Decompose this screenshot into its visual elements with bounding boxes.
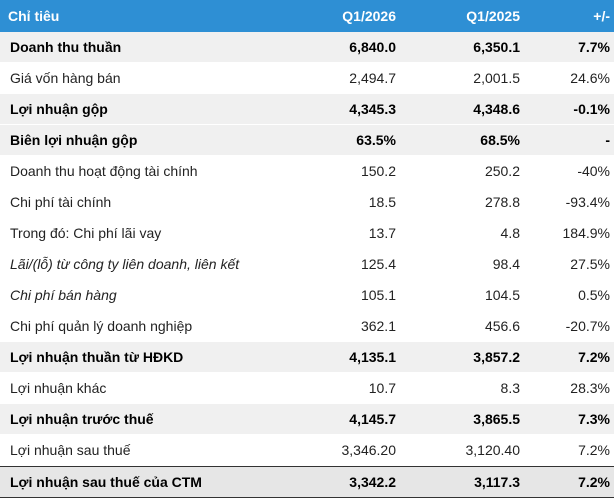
row-label: Giá vốn hàng bán [10,70,121,86]
row-q1-2025: 3,120.40 [465,442,521,458]
row-q1-2026: 13.7 [368,225,396,241]
row-q1-2026: 4,345.3 [349,101,396,117]
row-q1-2025: 4.8 [500,225,520,241]
table-row: Lợi nhuận sau thuế 3,346.20 3,120.40 7.2… [0,435,614,466]
table-row-total: Lợi nhuận sau thuế của CTM 3,342.2 3,117… [0,466,614,498]
row-label: Lợi nhuận khác [10,380,107,396]
row-label: Lợi nhuận thuần từ HĐKD [10,349,184,365]
header-q1-2026: Q1/2026 [342,8,396,24]
table-row: Biên lợi nhuận gộp 63.5% 68.5% - [0,125,614,156]
row-q1-2025: 4,348.6 [473,101,520,117]
row-q1-2026: 362.1 [360,318,396,334]
row-change: 7.2% [578,349,610,365]
row-q1-2026: 150.2 [360,163,396,179]
row-label: Doanh thu thuần [10,39,122,55]
row-change: 7.3% [578,411,610,427]
table-row: Trong đó: Chi phí lãi vay 13.7 4.8 184.9… [0,218,614,249]
row-q1-2026: 4,145.7 [349,411,396,427]
row-q1-2026: 3,342.2 [349,474,396,490]
header-indicator: Chỉ tiêu [8,8,60,24]
table-row: Chi phí bán hàng 105.1 104.5 0.5% [0,280,614,311]
row-q1-2025: 456.6 [484,318,520,334]
table-row: Chi phí quản lý doanh nghiệp 362.1 456.6… [0,311,614,342]
table-row: Lợi nhuận thuần từ HĐKD 4,135.1 3,857.2 … [0,342,614,373]
row-q1-2025: 3,117.3 [474,474,520,490]
row-change: 28.3% [570,380,610,396]
row-q1-2026: 4,135.1 [349,349,396,365]
row-q1-2025: 250.2 [484,163,520,179]
row-label: Biên lợi nhuận gộp [10,132,138,148]
table-row: Giá vốn hàng bán 2,494.7 2,001.5 24.6% [0,63,614,94]
row-label: Lãi/(lỗ) từ công ty liên doanh, liên kết [10,256,240,272]
row-q1-2026: 6,840.0 [349,39,396,55]
row-label: Lợi nhuận sau thuế của CTM [10,474,202,490]
row-label: Chi phí quản lý doanh nghiệp [10,318,193,334]
row-change: -0.1% [573,101,610,117]
row-change: 24.6% [570,70,610,86]
row-label: Lợi nhuận trước thuế [10,411,154,427]
row-q1-2026: 125.4 [360,256,396,272]
table-row: Doanh thu thuần 6,840.0 6,350.1 7.7% [0,32,614,63]
row-change: -40% [577,163,610,179]
row-q1-2026: 10.7 [368,380,396,396]
row-label: Lợi nhuận gộp [10,101,108,117]
row-q1-2025: 8.3 [500,380,520,396]
row-change: 7.2% [578,474,610,490]
row-change: 7.2% [578,442,610,458]
row-q1-2025: 68.5% [480,132,520,148]
row-q1-2025: 3,865.5 [473,411,520,427]
row-q1-2025: 3,857.2 [473,349,520,365]
row-label: Chi phí bán hàng [10,287,117,303]
table-row: Lãi/(lỗ) từ công ty liên doanh, liên kết… [0,249,614,280]
row-q1-2026: 3,346.20 [341,442,397,458]
table-row: Lợi nhuận gộp 4,345.3 4,348.6 -0.1% [0,94,614,125]
row-change: - [605,132,610,148]
row-q1-2026: 18.5 [368,194,396,210]
row-change: 7.7% [578,39,610,55]
row-q1-2026: 105.1 [360,287,396,303]
table-row: Lợi nhuận khác 10.7 8.3 28.3% [0,373,614,404]
table-row: Doanh thu hoạt động tài chính 150.2 250.… [0,156,614,187]
row-change: 184.9% [562,225,610,241]
row-label: Chi phí tài chính [10,194,112,210]
row-q1-2025: 98.4 [492,256,520,272]
row-q1-2025: 104.5 [484,287,520,303]
table-row: Chi phí tài chính 18.5 278.8 -93.4% [0,187,614,218]
row-q1-2026: 2,494.7 [349,70,396,86]
row-q1-2025: 6,350.1 [473,39,520,55]
row-change: -93.4% [565,194,610,210]
row-q1-2025: 278.8 [484,194,520,210]
row-change: -20.7% [565,318,610,334]
row-label: Lợi nhuận sau thuế [10,442,131,458]
row-label: Trong đó: Chi phí lãi vay [10,225,162,241]
row-change: 27.5% [570,256,610,272]
row-q1-2025: 2,001.5 [473,70,520,86]
header-q1-2025: Q1/2025 [466,8,520,24]
row-change: 0.5% [578,287,610,303]
header-change: +/- [593,8,610,24]
row-q1-2026: 63.5% [356,132,396,148]
table-header: Chỉ tiêu Q1/2026 Q1/2025 +/- [0,0,614,32]
table-row: Lợi nhuận trước thuế 4,145.7 3,865.5 7.3… [0,404,614,435]
row-label: Doanh thu hoạt động tài chính [10,163,198,179]
